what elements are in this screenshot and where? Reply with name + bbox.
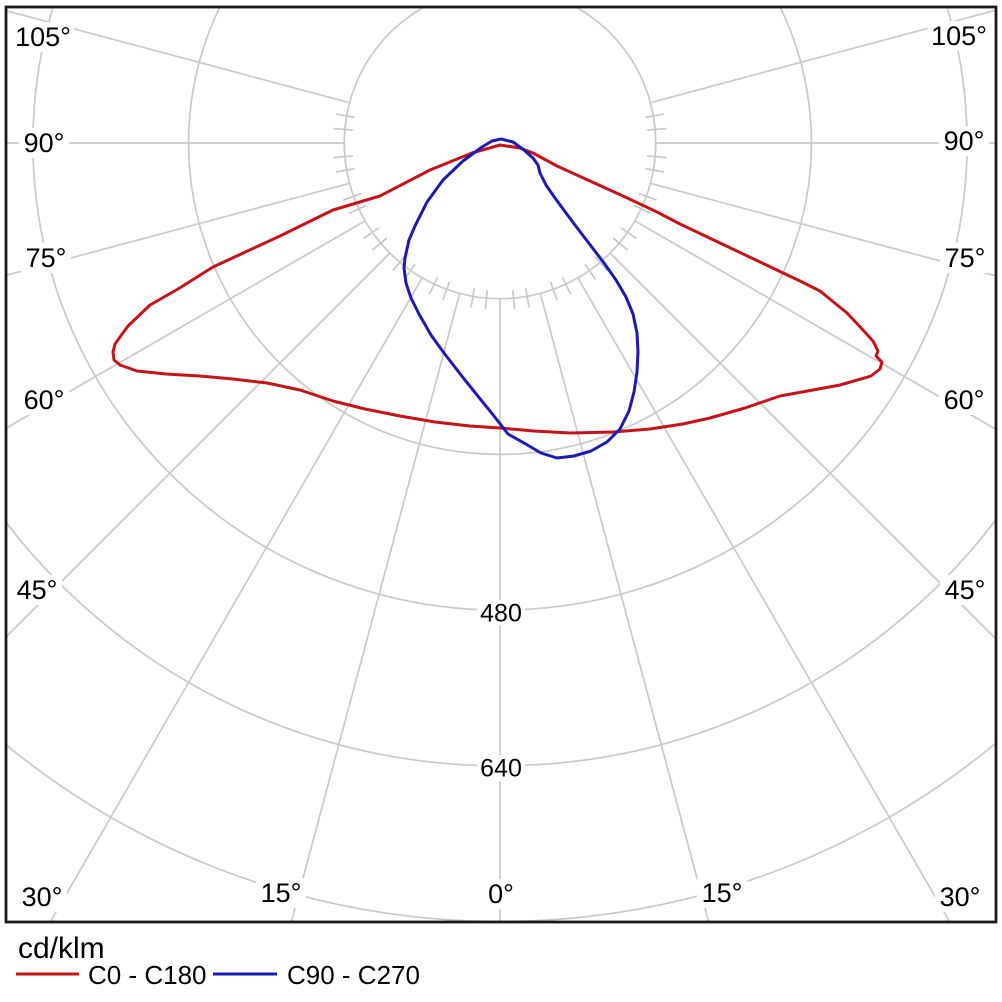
grid-angle-tick-80 (645, 167, 665, 173)
grid-labels: 105° 90° 75° 60° 45° 30° 15° 0° 15° 30° 45° 60° 75° 9… (15, 21, 987, 912)
angle-label-13: 90° (944, 126, 985, 156)
legend-label-c0-c180: C0 - C180 (88, 960, 207, 990)
angle-label-2-bg (21, 243, 71, 273)
angle-label-13-bg (939, 126, 989, 156)
ring-value-label-0: 480 (480, 600, 522, 628)
angle-label-0-bg (12, 22, 74, 52)
grid-angle-line--105 (6, 9, 350, 104)
angle-label-14-bg (928, 21, 990, 51)
grid-angle-tick-10 (524, 288, 530, 308)
curve-c0-c180 (111, 143, 884, 435)
curve-c90-c270 (402, 137, 640, 460)
grid-ring-160 (343, 7, 657, 300)
angle-label-4-bg (12, 575, 62, 605)
grid-angle-line-105 (650, 9, 996, 104)
grid-angle-tick--40 (392, 255, 406, 272)
grid-angle-tick--65 (348, 204, 367, 215)
angle-label-8: 15° (702, 878, 743, 908)
grid-angle-tick-5 (512, 290, 516, 310)
grid-angle-tick-100 (645, 113, 665, 119)
angle-label-6-bg (256, 878, 306, 908)
grid-angle-line-30 (577, 277, 951, 922)
angle-label-7: 0° (488, 879, 514, 909)
grid-label-backgrounds (12, 21, 990, 912)
grid-angle-tick-20 (549, 281, 558, 300)
ring-value-label-1-bg (477, 755, 525, 781)
grid-angle-tick-55 (620, 227, 638, 240)
grid-angle-line-60 (634, 220, 996, 431)
angle-label-7-bg (476, 879, 526, 909)
angle-label-14: 105° (931, 21, 987, 51)
angle-label-5: 30° (22, 882, 63, 912)
angle-label-3-bg (19, 385, 69, 415)
angle-label-5-bg (17, 882, 67, 912)
grid-angle-tick-95 (647, 127, 667, 131)
grid-angle-line--45 (6, 252, 391, 639)
grid-angle-tick-65 (633, 204, 652, 215)
angle-label-12-bg (940, 243, 990, 273)
grid-angle-tick--70 (343, 192, 362, 201)
grid-angle-line-75 (650, 182, 996, 277)
legend-label-c90-c270: C90 - C270 (287, 960, 420, 990)
grid-angle-tick--100 (335, 113, 355, 119)
angle-label-9: 30° (940, 882, 981, 912)
angle-label-9-bg (935, 882, 985, 912)
legend: cd/klm C0 - C180 C90 - C270 (16, 932, 420, 990)
grid-angle-tick--80 (335, 167, 355, 173)
grid-angle-tick--5 (484, 290, 488, 310)
grid-angle-tick-35 (584, 263, 597, 281)
grid-angle-tick--25 (428, 276, 439, 295)
grid-angle-tick--20 (442, 281, 451, 300)
angle-label-3: 60° (24, 385, 65, 415)
grid-angle-tick--55 (362, 227, 380, 240)
grid-angle-line--60 (6, 220, 366, 430)
ring-value-label-1: 640 (480, 755, 522, 783)
grid-angle-tick--95 (333, 127, 353, 131)
grid-angle-tick--85 (333, 155, 353, 159)
angle-label-2: 75° (26, 243, 67, 273)
grid-angle-line-45 (609, 252, 996, 641)
grid-angle-line--30 (49, 277, 423, 922)
intensity-curves (111, 137, 884, 460)
legend-unit-title: cd/klm (18, 932, 105, 965)
angle-label-10: 45° (945, 575, 986, 605)
angle-label-11: 60° (944, 385, 985, 415)
grid-angle-tick--50 (371, 237, 388, 251)
grid-angle-tick-85 (647, 155, 667, 159)
angle-label-1-bg (19, 128, 69, 158)
angle-label-4: 45° (17, 575, 58, 605)
grid-angle-tick--10 (470, 288, 476, 308)
plot-border (4, 5, 998, 924)
angle-label-6: 15° (261, 878, 302, 908)
grid-angle-tick-40 (594, 255, 608, 272)
ring-value-label-0-bg (477, 600, 525, 626)
grid-angle-tick-50 (612, 237, 629, 251)
angle-label-0: 105° (15, 22, 71, 52)
angle-label-12: 75° (945, 243, 986, 273)
angle-label-8-bg (697, 878, 747, 908)
angle-label-10-bg (940, 575, 990, 605)
grid-angle-tick-70 (638, 192, 657, 201)
grid-angle-line--75 (6, 182, 350, 277)
grid-angle-tick-25 (561, 276, 572, 295)
angle-label-1: 90° (24, 128, 65, 158)
angle-label-11-bg (939, 385, 989, 415)
